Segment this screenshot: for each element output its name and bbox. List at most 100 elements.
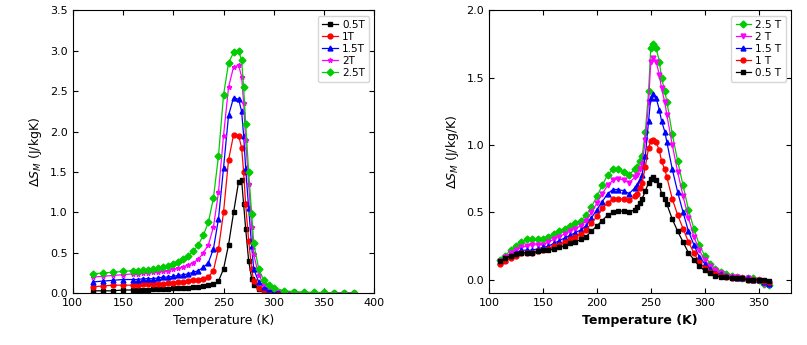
0.5T (340, 291, 349, 295)
1T (299, 291, 309, 295)
0.5T (244, 259, 253, 263)
2 T (506, 251, 516, 255)
1.5T (349, 291, 359, 295)
1T (148, 282, 158, 286)
2T (239, 101, 249, 105)
Y-axis label: $\Delta S_{M}$ (J/kg/K): $\Delta S_{M}$ (J/kg/K) (444, 115, 461, 189)
0.5T (128, 288, 138, 292)
1T (289, 290, 299, 295)
2.5 T (764, 283, 774, 287)
2.5T (289, 289, 299, 294)
1.5T (183, 272, 193, 276)
1T (247, 267, 257, 271)
2.5T (199, 233, 208, 237)
2T (320, 291, 329, 295)
X-axis label: Temperature (K): Temperature (K) (582, 314, 698, 327)
2T (194, 257, 203, 262)
0.5T (269, 290, 278, 295)
1T (118, 283, 128, 287)
1.5 T (648, 92, 658, 96)
2T (249, 253, 258, 257)
1T (98, 284, 107, 288)
1.5T (249, 267, 258, 271)
2T (133, 272, 143, 276)
2T (279, 289, 289, 294)
1 T (495, 262, 504, 266)
0.5T (259, 289, 269, 293)
1.5T (138, 277, 148, 281)
1T (153, 282, 163, 286)
0.5T (249, 283, 258, 287)
1T (183, 279, 193, 283)
2.5T (299, 290, 309, 295)
2.5 T (495, 257, 504, 262)
0.5 T (678, 240, 688, 244)
2.5T (169, 262, 178, 266)
1.5T (128, 277, 138, 282)
0.5T (240, 227, 250, 231)
2T (234, 63, 244, 67)
1 T (625, 198, 634, 203)
Line: 1 T: 1 T (497, 137, 771, 285)
1 T (648, 138, 658, 142)
0.5T (133, 288, 143, 292)
0.5 T (625, 210, 634, 215)
1T (128, 283, 138, 287)
2 T (648, 56, 658, 60)
1.5T (118, 277, 128, 282)
1T (236, 146, 246, 150)
1T (178, 280, 188, 284)
1.5T (244, 206, 253, 210)
Line: 0.5 T: 0.5 T (497, 175, 771, 284)
0.5T (153, 287, 163, 291)
2.5 T (511, 244, 521, 248)
1T (203, 275, 213, 279)
2T (259, 282, 269, 286)
2T (88, 275, 98, 279)
0.5T (247, 277, 257, 281)
1T (349, 291, 359, 295)
2.5T (174, 260, 183, 264)
1T (309, 291, 319, 295)
0.5T (228, 210, 238, 215)
1.5T (108, 278, 118, 283)
2T (340, 291, 349, 295)
2.5T (240, 121, 250, 126)
2.5T (329, 291, 339, 295)
1T (199, 277, 208, 281)
1T (143, 282, 153, 286)
2.5T (234, 49, 244, 53)
1T (244, 239, 253, 243)
1.5T (264, 287, 274, 291)
2T (178, 265, 188, 269)
1.5T (98, 279, 107, 283)
1.5T (174, 273, 183, 277)
Y-axis label: $\Delta S_{M}$ (J/kgK): $\Delta S_{M}$ (J/kgK) (27, 117, 44, 187)
2.5T (148, 267, 158, 271)
0.5T (289, 290, 299, 295)
1T (219, 210, 228, 215)
1T (224, 158, 233, 162)
1.5 T (576, 228, 586, 232)
1.5T (189, 270, 199, 274)
2T (174, 266, 183, 270)
2.5T (98, 271, 107, 275)
1T (163, 281, 173, 285)
1.5T (169, 274, 178, 278)
1.5T (214, 217, 224, 221)
2.5T (228, 50, 238, 55)
1T (209, 268, 219, 273)
2.5T (236, 58, 246, 62)
2 T (495, 259, 504, 263)
2T (219, 134, 228, 138)
0.5T (163, 287, 173, 291)
2.5T (259, 278, 269, 283)
2.5T (143, 268, 153, 272)
0.5T (219, 267, 228, 271)
1.5T (236, 109, 246, 114)
2.5T (88, 272, 98, 276)
0.5T (108, 289, 118, 293)
2.5T (133, 268, 143, 273)
0.5T (118, 288, 128, 292)
0.5 T (673, 229, 683, 233)
